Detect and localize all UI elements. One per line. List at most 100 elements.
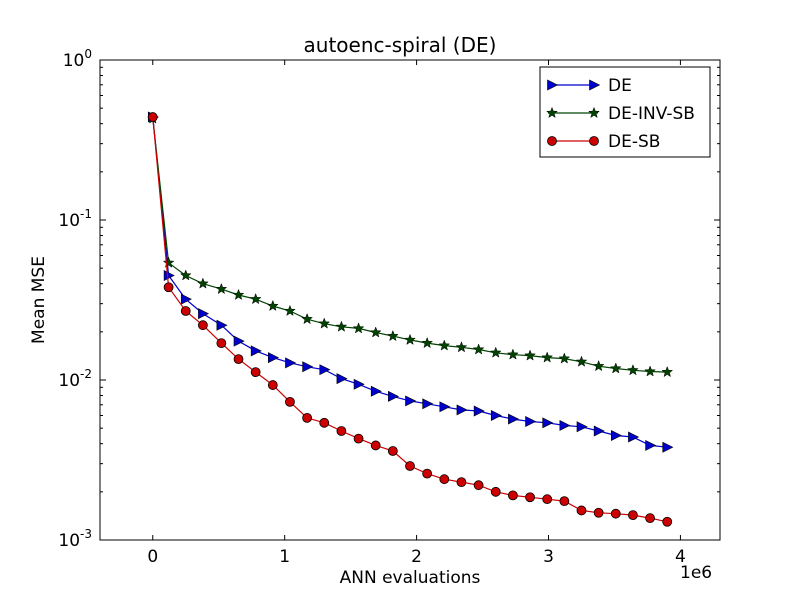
data-point [370, 385, 382, 397]
data-point [575, 355, 588, 367]
data-point [644, 365, 657, 377]
data-point [250, 345, 262, 357]
data-point [387, 446, 398, 456]
x-tick-label: 0 [147, 547, 158, 567]
data-point [163, 270, 175, 281]
data-point [216, 338, 227, 349]
data-point [233, 354, 244, 365]
data-point [198, 308, 210, 320]
data-point [353, 378, 365, 390]
data-point [559, 496, 570, 507]
x-axis-ticks: 0 1 2 3 4 [147, 60, 686, 567]
data-point [662, 516, 673, 527]
data-point [438, 339, 451, 351]
data-point [147, 112, 158, 122]
data-point [162, 256, 175, 268]
data-point [628, 431, 640, 443]
data-point [197, 320, 208, 331]
y-axis-ticks: 100 10-1 10-2 10-3 [58, 47, 720, 551]
legend-item: DE-INV-SB [546, 104, 695, 124]
data-point [628, 510, 638, 521]
data-point [336, 426, 347, 436]
data-point [405, 395, 417, 407]
data-point [490, 410, 502, 421]
legend-item: DE-SB [547, 132, 660, 152]
legend-label: DE-INV-SB [608, 104, 695, 124]
data-point [180, 306, 191, 316]
data-point [318, 317, 331, 329]
legend-box [539, 66, 711, 158]
data-point [592, 359, 605, 372]
legend-marker [589, 136, 599, 146]
data-point [472, 343, 485, 355]
data-point [179, 269, 192, 281]
data-point [163, 282, 174, 293]
x-tick-label: 2 [411, 547, 422, 567]
data-point [593, 425, 605, 437]
data-point [610, 430, 622, 441]
data-point [490, 486, 501, 497]
data-point [405, 461, 415, 471]
data-point [335, 320, 348, 332]
series-de-inv-sb [146, 112, 674, 378]
legend-label: DE [608, 76, 632, 96]
series-de [147, 111, 674, 453]
legend-item: DE [547, 76, 632, 96]
data-point [525, 416, 537, 428]
data-point [215, 282, 228, 295]
data-point [285, 396, 295, 407]
data-point [439, 474, 450, 485]
legend-label: DE-SB [608, 132, 660, 152]
x-tick-label: 3 [543, 547, 554, 567]
x-axis-label: ANN evaluations [340, 568, 481, 588]
data-point [386, 329, 399, 342]
data-point [302, 361, 314, 373]
data-point [610, 508, 621, 519]
data-point [268, 352, 279, 364]
data-point [232, 288, 245, 300]
data-point [319, 417, 330, 428]
data-point [369, 326, 382, 338]
legend-marker [589, 79, 601, 91]
data-point [249, 292, 262, 305]
data-point [627, 364, 639, 376]
legend-marker [547, 136, 557, 146]
data-point [456, 404, 468, 416]
data-point [541, 351, 554, 363]
data-point [404, 333, 416, 345]
data-point [525, 492, 535, 503]
data-point [489, 346, 502, 358]
data-point [645, 513, 655, 524]
data-point [421, 336, 434, 349]
data-point [473, 480, 484, 491]
data-point [506, 348, 519, 360]
legend-marker [547, 79, 559, 91]
data-point [439, 401, 451, 413]
data-point [507, 490, 518, 501]
data-point [302, 412, 313, 423]
data-point [422, 468, 433, 479]
data-point [422, 398, 434, 410]
data-point [593, 507, 604, 518]
y-tick-label: 10-3 [58, 527, 92, 551]
data-point [180, 293, 192, 305]
data-point [508, 413, 520, 425]
data-point [266, 299, 279, 312]
data-point [609, 362, 622, 374]
legend: DE DE-INV-SB DE-SB [539, 66, 711, 158]
data-point [301, 312, 314, 325]
data-point [456, 477, 467, 488]
data-point [661, 365, 674, 378]
data-point [524, 349, 536, 361]
data-point [267, 380, 278, 390]
data-point [473, 405, 485, 417]
data-point [319, 364, 331, 376]
y-tick-label: 100 [63, 47, 92, 71]
data-point [576, 421, 588, 433]
data-point [284, 304, 296, 317]
data-point [558, 352, 571, 364]
data-point [285, 357, 297, 369]
data-point [250, 367, 261, 378]
x-axis-offset-label: 1e6 [680, 563, 712, 583]
